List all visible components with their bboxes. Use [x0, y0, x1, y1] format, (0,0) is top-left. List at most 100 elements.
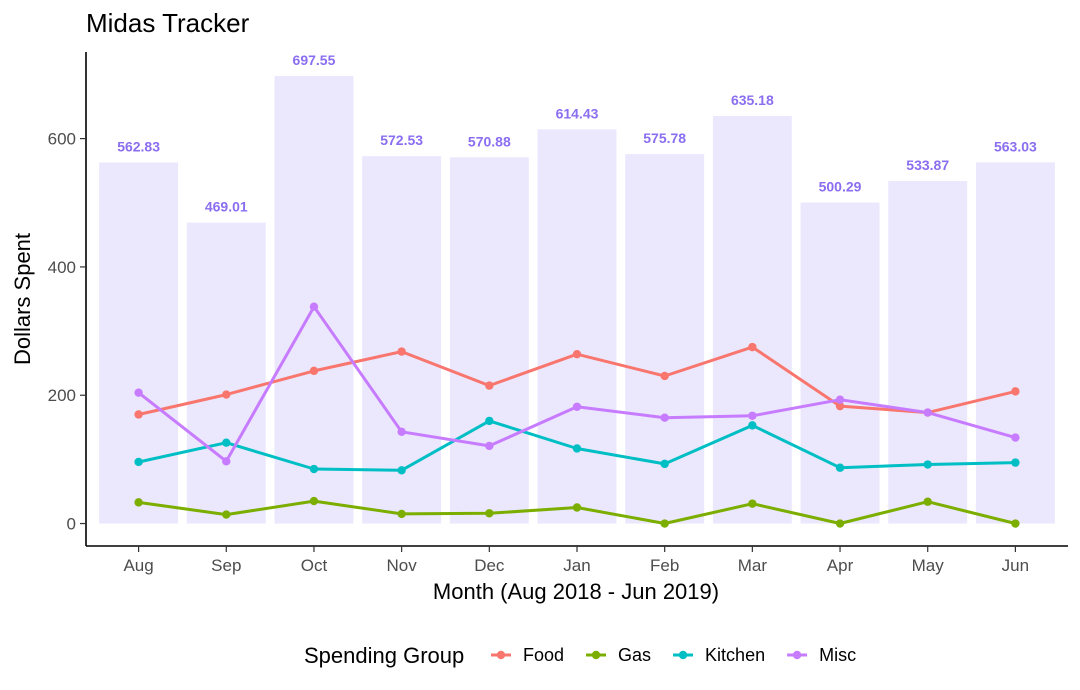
point-gas-jun — [1011, 519, 1020, 528]
bar-label-apr: 500.29 — [819, 179, 862, 195]
point-gas-sep — [222, 510, 231, 519]
bars-layer — [99, 76, 1055, 524]
x-tick-label: Dec — [474, 556, 505, 575]
legend-item-food: Food — [491, 645, 564, 665]
point-misc-may — [923, 408, 932, 417]
point-gas-oct — [309, 496, 319, 506]
legend-items: Food Gas Kitchen Misc — [491, 645, 856, 665]
x-tick-label: Sep — [211, 556, 241, 575]
point-misc-jan — [572, 402, 582, 411]
legend-label-kitchen: Kitchen — [705, 645, 765, 665]
bar-label-jun: 563.03 — [994, 138, 1037, 154]
x-axis-ticks: Aug Sep Oct Nov Dec Jan Feb Mar Apr May Jun — [123, 546, 1029, 575]
point-kitchen-sep — [222, 438, 231, 447]
legend-key-point-misc — [792, 650, 802, 660]
bar-feb — [625, 154, 705, 524]
legend-key-point-gas — [591, 650, 601, 660]
point-food-dec — [485, 381, 494, 390]
point-gas-apr — [835, 519, 845, 528]
point-misc-nov — [397, 427, 406, 437]
point-kitchen-may — [923, 460, 932, 469]
point-misc-oct — [309, 302, 319, 311]
bar-apr — [800, 202, 880, 524]
x-tick-label: Apr — [827, 556, 854, 575]
x-tick-label: Jan — [563, 556, 590, 575]
legend-title: Spending Group — [304, 643, 464, 668]
x-tick-label: Nov — [387, 556, 418, 575]
point-gas-nov — [397, 509, 406, 519]
y-axis-ticks: 0 200 400 600 — [48, 130, 86, 534]
bar-sep — [186, 222, 266, 524]
point-kitchen-dec — [485, 416, 494, 426]
bar-nov — [362, 156, 442, 524]
legend-key-point-food — [496, 650, 506, 660]
y-tick-label: 600 — [48, 130, 76, 149]
point-kitchen-jan — [572, 444, 582, 453]
point-misc-sep — [222, 457, 231, 466]
point-kitchen-feb — [660, 459, 669, 469]
x-tick-label: May — [912, 556, 945, 575]
bar-label-jan: 614.43 — [556, 105, 599, 121]
legend-label-gas: Gas — [618, 645, 651, 665]
legend-label-misc: Misc — [819, 645, 856, 665]
point-gas-dec — [485, 509, 494, 518]
x-axis-title: Month (Aug 2018 - Jun 2019) — [433, 579, 719, 604]
bar-label-may: 533.87 — [906, 157, 949, 173]
bar-label-nov: 572.53 — [380, 132, 423, 148]
bar-aug — [99, 162, 179, 524]
point-food-oct — [309, 366, 319, 376]
point-misc-feb — [660, 413, 669, 422]
bar-label-aug: 562.83 — [117, 138, 160, 154]
bar-label-oct: 697.55 — [293, 52, 336, 68]
point-gas-feb — [660, 519, 669, 528]
bar-may — [888, 181, 968, 524]
series-points-layer — [134, 302, 1020, 528]
bar-jan — [537, 129, 617, 524]
bar-labels-layer: 562.83 469.01 697.55 572.53 570.88 614.43 575.… — [117, 52, 1037, 215]
x-tick-label: Mar — [738, 556, 768, 575]
point-food-mar — [748, 342, 757, 352]
legend-item-misc: Misc — [787, 645, 856, 665]
bar-jun — [975, 162, 1055, 524]
point-food-aug — [134, 410, 143, 419]
y-tick-label: 200 — [48, 386, 76, 405]
legend-item-gas: Gas — [586, 645, 651, 665]
point-food-feb — [660, 371, 669, 381]
bar-label-sep: 469.01 — [205, 199, 248, 215]
bar-label-mar: 635.18 — [731, 92, 774, 108]
y-tick-label: 0 — [67, 515, 76, 534]
point-misc-jun — [1011, 433, 1020, 442]
y-axis-title: Dollars Spent — [10, 233, 35, 365]
point-kitchen-mar — [748, 421, 757, 430]
point-misc-apr — [835, 395, 845, 404]
bar-mar — [712, 116, 792, 524]
y-tick-label: 400 — [48, 258, 76, 277]
point-gas-jan — [572, 503, 582, 512]
x-tick-label: Aug — [123, 556, 153, 575]
bar-label-feb: 575.78 — [643, 130, 686, 146]
point-food-apr — [835, 401, 845, 411]
bar-dec — [449, 157, 529, 524]
point-gas-may — [923, 497, 932, 506]
point-kitchen-aug — [134, 457, 143, 467]
x-tick-label: Oct — [301, 556, 328, 575]
point-kitchen-nov — [397, 466, 406, 475]
bar-label-dec: 570.88 — [468, 133, 511, 149]
point-kitchen-apr — [835, 463, 845, 472]
x-tick-label: Jun — [1002, 556, 1029, 575]
legend-key-point-kitchen — [678, 650, 688, 660]
point-food-jun — [1011, 387, 1020, 396]
point-misc-dec — [485, 441, 494, 451]
point-gas-aug — [134, 498, 143, 507]
point-gas-mar — [748, 499, 757, 508]
legend-item-kitchen: Kitchen — [673, 645, 765, 665]
x-tick-label: Feb — [650, 556, 679, 575]
point-food-nov — [397, 347, 406, 356]
point-misc-mar — [748, 411, 757, 420]
legend-label-food: Food — [523, 645, 564, 665]
point-food-jan — [572, 349, 582, 359]
legend: Spending Group Food Gas Kitchen Misc — [304, 643, 856, 668]
bar-oct — [274, 76, 354, 524]
chart-title: Midas Tracker — [86, 8, 250, 38]
